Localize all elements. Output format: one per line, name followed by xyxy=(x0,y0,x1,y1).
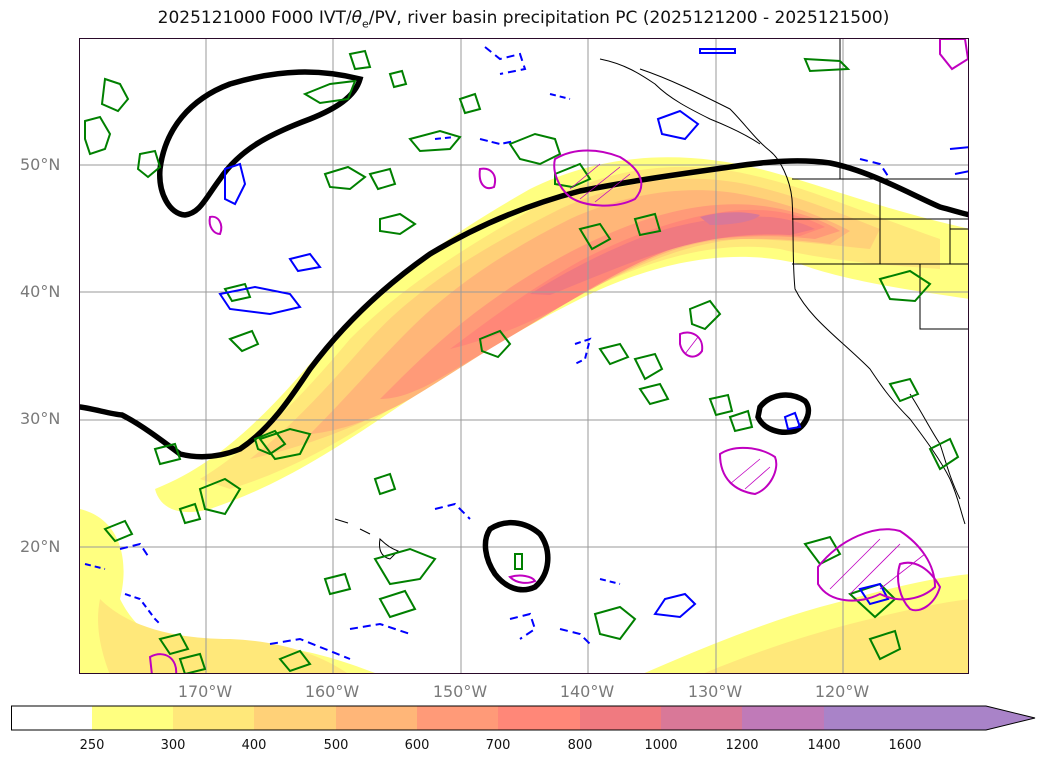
colorbar xyxy=(11,705,1036,731)
magenta-hatching xyxy=(569,163,926,595)
colorbar-tick-1400: 1400 xyxy=(807,738,841,753)
chart-title: 2025121000 F000 IVT/θe/PV, river basin p… xyxy=(157,8,890,31)
lat-label-50n: 50°N xyxy=(20,155,61,174)
alaska-coast xyxy=(599,58,761,145)
state-borders xyxy=(792,39,968,330)
colorbar-seg-500 xyxy=(336,706,417,730)
ivt-fill-800 xyxy=(530,216,815,295)
colorbar-outline xyxy=(11,705,1036,731)
black-contour-south-loop xyxy=(482,520,551,593)
lat-label-30n: 30°N xyxy=(20,409,61,428)
ivt-shading xyxy=(80,157,968,673)
north-america-coast xyxy=(639,68,966,525)
black-contour-small-east xyxy=(755,392,812,435)
map-svg xyxy=(80,39,968,673)
colorbar-tick-600: 600 xyxy=(404,738,430,753)
colorbar-seg-1600 xyxy=(905,706,986,730)
colorbar-seg-300 xyxy=(173,706,254,730)
lon-label-140w: 140°W xyxy=(559,682,615,701)
colorbar-seg-250 xyxy=(92,706,173,730)
green-contours xyxy=(84,49,960,673)
colorbar-tick-700: 700 xyxy=(485,738,511,753)
colorbar-tick-400: 400 xyxy=(241,738,267,753)
map-panel[interactable] xyxy=(79,38,969,674)
lon-label-160w: 160°W xyxy=(304,682,360,701)
gridlines xyxy=(80,39,968,673)
lon-label-120w: 120°W xyxy=(814,682,870,701)
lon-label-150w: 150°W xyxy=(432,682,488,701)
colorbar-tick-250: 250 xyxy=(79,738,105,753)
hawaii-islands xyxy=(334,518,399,560)
black-contours xyxy=(80,69,968,593)
colorbar-tick-1600: 1600 xyxy=(888,738,922,753)
black-contour-nw-loop xyxy=(157,69,364,218)
ivt-fill-1000 xyxy=(700,212,760,225)
black-contour-main xyxy=(80,158,968,460)
magenta-contours xyxy=(148,39,968,673)
colorbar-seg-1000 xyxy=(661,706,742,730)
colorbar-seg-below xyxy=(11,706,92,730)
colorbar-seg-400 xyxy=(254,706,336,730)
colorbar-tick-1000: 1000 xyxy=(644,738,678,753)
colorbar-tick-1200: 1200 xyxy=(725,738,759,753)
colorbar-tick-500: 500 xyxy=(323,738,349,753)
lat-label-40n: 40°N xyxy=(20,282,61,301)
lat-label-20n: 20°N xyxy=(20,537,61,556)
colorbar-seg-600 xyxy=(417,706,498,730)
ivt-fill-se-300 xyxy=(704,599,968,673)
colorbar-tick-300: 300 xyxy=(160,738,186,753)
ivt-fill-s-300 xyxy=(98,599,347,673)
colorbar-seg-1400 xyxy=(824,706,905,730)
colorbar-seg-800 xyxy=(580,706,661,730)
ivt-fill-700 xyxy=(450,209,825,349)
lon-label-130w: 130°W xyxy=(687,682,743,701)
lon-label-170w: 170°W xyxy=(177,682,233,701)
blue-contours xyxy=(84,46,968,660)
colorbar-seg-700 xyxy=(498,706,580,730)
colorbar-extend-arrow xyxy=(986,706,1035,730)
colorbar-seg-1200 xyxy=(742,706,824,730)
colorbar-tick-800: 800 xyxy=(567,738,593,753)
